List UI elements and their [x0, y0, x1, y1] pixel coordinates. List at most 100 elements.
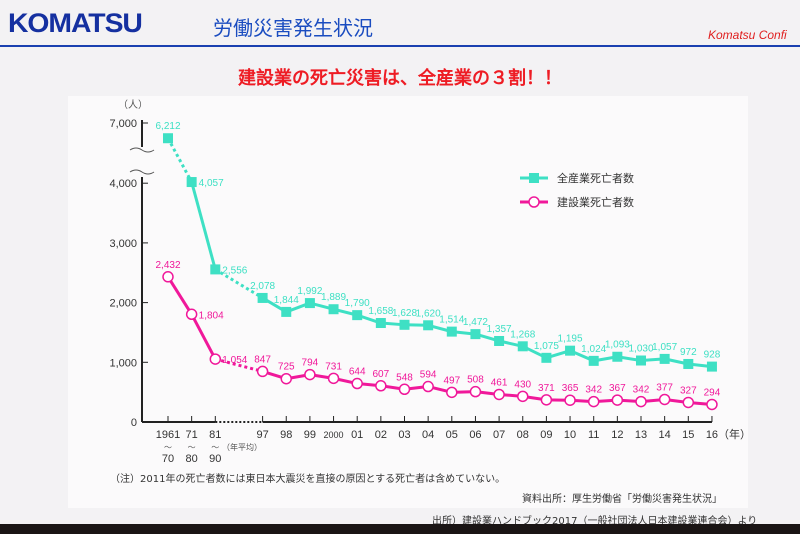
- x-tick-label: 12: [611, 429, 623, 441]
- data-point-square: [186, 177, 197, 188]
- x-tick-label: 04: [422, 429, 434, 441]
- x-tick-label: 81: [209, 429, 221, 441]
- data-point-circle: [517, 390, 529, 403]
- series-line-segment: [166, 276, 193, 316]
- avg-note: （年平均）: [222, 442, 262, 452]
- data-point-circle: [493, 388, 505, 401]
- legend-label: 全産業死亡者数: [557, 171, 634, 185]
- data-point-square: [163, 133, 173, 144]
- data-label: 1,024: [581, 344, 606, 355]
- data-label: 1,057: [652, 342, 677, 353]
- data-point-square: [470, 329, 481, 340]
- y-tick-label: 3,000: [109, 238, 137, 250]
- header-divider: [0, 45, 800, 47]
- data-label: 1,658: [368, 306, 393, 317]
- data-label: 1,620: [416, 308, 441, 319]
- data-label: 2,078: [250, 281, 275, 292]
- data-point-circle: [209, 353, 222, 365]
- data-label: 607: [373, 369, 390, 380]
- source-note: 資料出所：厚生労働省「労働災害発生状況」: [522, 494, 722, 505]
- data-label: 1,195: [558, 334, 583, 345]
- x-tick-label: 98: [280, 429, 292, 441]
- x-tick-label: 14: [659, 429, 671, 441]
- data-point-circle: [564, 394, 576, 406]
- y-tick-label: 7,000: [109, 118, 137, 130]
- x-tick-label-end: 80: [186, 453, 198, 465]
- data-point-square: [375, 318, 386, 329]
- x-tick-label: 06: [469, 429, 481, 441]
- data-label: 508: [467, 375, 484, 386]
- headline: 建設業の死亡災害は、全産業の３割！！: [238, 68, 562, 89]
- legend-square-marker: [529, 173, 539, 183]
- data-label: 1,844: [274, 295, 299, 306]
- data-label: 367: [609, 383, 626, 394]
- data-label: 725: [278, 362, 295, 373]
- data-label: 1,514: [439, 315, 464, 326]
- data-point-square: [494, 335, 505, 346]
- data-label: 1,030: [628, 344, 653, 355]
- x-tick-label: 07: [493, 429, 505, 441]
- data-point-square: [423, 320, 434, 331]
- data-label: 430: [514, 379, 531, 390]
- data-label: 731: [325, 361, 342, 372]
- footnote: （注）2011年の死亡者数には東日本大震災を直接の原因とする死亡者は含めていない…: [110, 474, 506, 485]
- data-label: 847: [254, 354, 271, 365]
- data-label: 294: [704, 387, 721, 398]
- data-label: 1,075: [534, 341, 559, 352]
- data-point-square: [659, 353, 670, 364]
- data-label: 972: [680, 347, 697, 358]
- data-point-square: [636, 355, 646, 366]
- x-tick-label: 11: [588, 429, 599, 441]
- x-tick-label: 16: [706, 429, 718, 441]
- series-line-segment: [166, 137, 193, 183]
- data-label: 327: [680, 385, 697, 396]
- x-tick-label: 2000: [324, 430, 344, 440]
- x-tick-label-end: 70: [162, 453, 174, 465]
- x-tick-label: 1961: [156, 429, 180, 441]
- data-point-circle: [162, 271, 174, 283]
- data-label: 1,804: [199, 310, 224, 321]
- x-tick-label: 15: [682, 429, 694, 441]
- data-label: 1,268: [510, 329, 535, 340]
- data-label: 342: [585, 385, 602, 396]
- data-label: 2,432: [155, 260, 180, 271]
- x-tick-label: 10: [564, 429, 576, 441]
- slide-title: 労働災害発生状況: [213, 16, 373, 40]
- data-point-circle: [185, 308, 198, 321]
- y-tick-label: 2,000: [109, 298, 137, 310]
- series-line-segment: [214, 357, 263, 373]
- legend-circle-marker: [528, 196, 540, 208]
- data-label: 594: [420, 370, 437, 381]
- series-line-segment: [190, 313, 217, 360]
- data-label: 928: [704, 350, 721, 361]
- y-tick-label: 4,000: [109, 178, 137, 190]
- data-label: 365: [562, 383, 579, 394]
- data-label: 377: [656, 382, 673, 393]
- data-label: 371: [538, 383, 555, 394]
- confidential-label: Komatsu Confi: [708, 28, 787, 42]
- x-tick-label-end: 90: [209, 453, 221, 465]
- data-point-circle: [540, 394, 553, 406]
- data-point-square: [612, 351, 623, 362]
- axis-break-mark: [129, 147, 155, 175]
- data-label: 1,093: [605, 340, 630, 351]
- data-point-square: [257, 292, 268, 303]
- data-point-circle: [280, 372, 292, 385]
- chart-background: [68, 96, 748, 508]
- data-label: 6,212: [155, 121, 180, 132]
- data-point-circle: [375, 380, 387, 392]
- x-tick-label: 97: [256, 429, 268, 441]
- data-point-circle: [706, 398, 718, 411]
- data-point-circle: [351, 377, 363, 390]
- x-tick-label: 09: [540, 429, 552, 441]
- x-tick-label: 99: [304, 429, 316, 441]
- data-label: 1,628: [392, 308, 417, 319]
- legend-label: 建設業死亡者数: [557, 195, 634, 209]
- data-label: 461: [491, 377, 508, 388]
- data-point-circle: [256, 365, 269, 378]
- x-tick-label: 05: [446, 429, 458, 441]
- data-point-square: [399, 319, 410, 330]
- data-label: 1,357: [487, 324, 512, 335]
- bottom-bar: [0, 524, 800, 534]
- x-tick-label: 01: [351, 429, 363, 441]
